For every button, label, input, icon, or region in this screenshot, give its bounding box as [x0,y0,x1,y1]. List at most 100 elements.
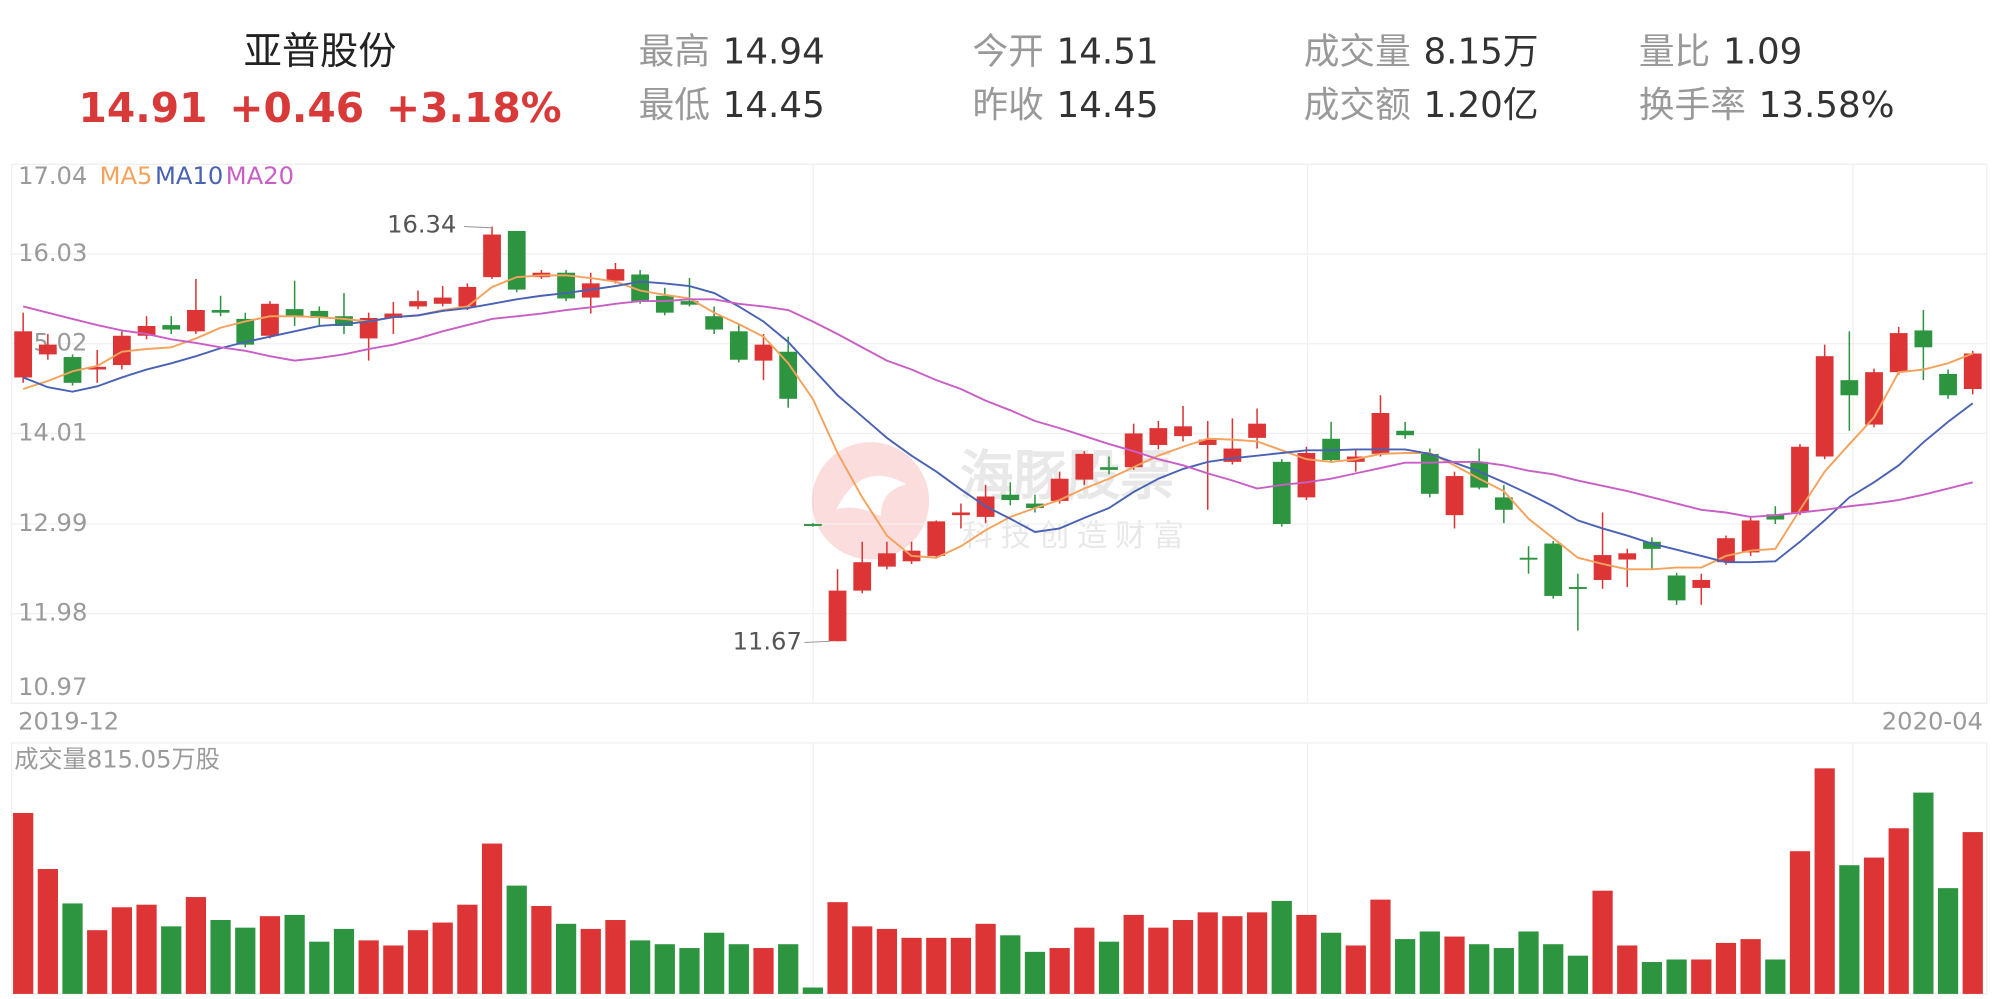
volume-bar [679,948,700,994]
volume-bar [1962,832,1983,994]
stat-label: 最高 [639,32,710,73]
volume-bar [407,930,429,994]
candle-body [1840,380,1859,396]
candle-body [705,316,724,330]
stat-label: 量比 [1639,32,1710,73]
volume-label: 成交量815.05万股 [14,746,220,774]
y-tick-label: 12.99 [18,509,87,537]
legend-entry: MA10 [155,162,223,190]
legend-entry: MA20 [226,162,294,190]
volume-bar [37,869,58,994]
y-tick-label: 16.03 [18,239,87,267]
candle-body [38,344,57,355]
candle-body [1248,423,1266,438]
candle-body [1593,555,1612,580]
candle-body [1618,553,1637,560]
candle-body [853,562,872,591]
candle-body [1766,514,1785,520]
volume-bar [1937,888,1959,994]
volume-bar [704,932,725,994]
candle-body [211,310,230,313]
volume-bar [1592,890,1613,994]
volume-bar [580,928,601,994]
candle-body [1174,426,1192,437]
candle-body [754,344,773,361]
stat-value: 14.51 [1057,32,1159,73]
candle-body [927,521,946,556]
candle-body [1396,430,1415,436]
volume-bar [1197,912,1218,994]
candle-body [729,331,748,360]
volume-bar [1246,912,1268,994]
candle-body [162,325,181,330]
candle-body [1914,330,1933,348]
candle-body [187,310,205,332]
volume-bar [432,922,453,994]
volume-bar [852,926,873,994]
y-tick-label: 17.04 [18,162,87,190]
candle-body [112,335,131,366]
y-tick-label: 14.01 [18,418,87,446]
x-tick-label: 2020-04 [1882,707,1983,735]
volume-bar [1469,944,1490,994]
volume-bar [827,902,848,994]
y-tick-label: 11.98 [18,599,87,627]
stat: 昨收 14.45 [972,85,1158,126]
candle-body [1692,579,1711,588]
volume-bar [753,948,774,994]
candle-body [359,317,378,339]
stat: 今开 14.51 [972,32,1158,73]
candle-body [1198,439,1217,445]
volume-bar [457,904,478,994]
volume-bar [1691,959,1712,994]
candle-body [1494,497,1513,510]
volume-bar [926,937,947,994]
stat: 换手率 13.58% [1639,85,1895,126]
stat-value: 14.45 [1057,85,1159,126]
stat: 成交额 1.20亿 [1304,85,1539,126]
candle-body [458,286,477,307]
candle-body [335,316,353,326]
candle-body [828,590,847,642]
candle-body [1963,353,1982,390]
volume-bar [1123,914,1144,994]
price: 14.91 [79,84,208,132]
volume-bar [1148,927,1169,994]
volume-bar [1518,931,1539,994]
volume-bar [1098,941,1120,994]
stat: 最低 14.45 [639,85,825,126]
candle-body [1149,428,1168,445]
volume-bar [1863,857,1885,994]
volume-bar [1296,914,1317,994]
candle-body [88,366,107,370]
volume-bar [13,812,34,994]
candle-body [1371,413,1390,454]
volume-bar [901,937,922,994]
low-label: 11.67 [733,627,802,655]
stat-value: 1.20亿 [1423,85,1538,126]
volume-bar [1172,920,1194,994]
volume-bar [1271,900,1292,994]
stat-label: 成交量 [1304,32,1411,73]
candle-body [878,553,896,567]
candle-body [606,269,625,281]
volume-bar [1814,768,1835,994]
candle-body [1569,587,1587,589]
volume-bar [654,944,675,994]
change: +0.46 [229,84,364,132]
volume-bar [333,928,355,994]
volume-bar [555,923,577,994]
stat-label: 最低 [639,85,710,126]
stat: 成交量 8.15万 [1304,32,1539,73]
volume-bar [111,907,132,994]
volume-bar [235,927,256,994]
volume-bar [1567,955,1589,994]
candle-body [137,325,156,336]
candle-body [952,512,970,516]
y-tick-label: 10.97 [18,673,87,701]
candle-body [409,301,427,307]
candle-body [1297,452,1316,498]
volume-bar [259,916,281,994]
